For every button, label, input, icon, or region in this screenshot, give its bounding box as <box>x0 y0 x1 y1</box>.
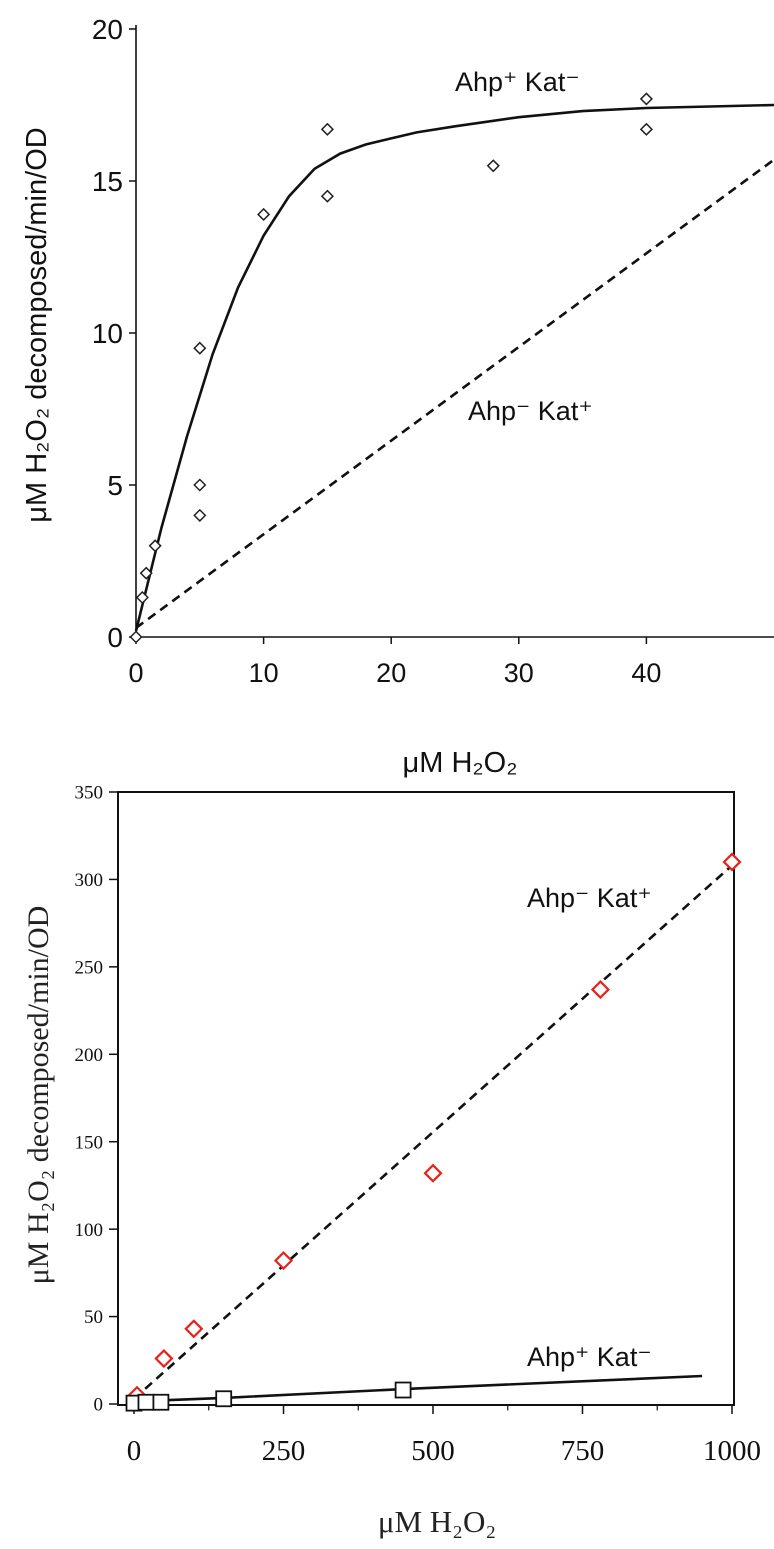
y-tick-label: 150 <box>75 1132 104 1153</box>
chart-top-series-label-ahp-plus: Ahp⁺ Kat⁻ <box>455 67 580 97</box>
chart-bottom-fit-lines <box>133 864 733 1403</box>
chart-top: 0 5 10 15 20 0 10 20 30 40 Ahp⁺ Kat⁻ Ahp⁻ Kat⁺ μ… <box>21 14 774 779</box>
series-0-point <box>320 189 334 203</box>
x-tick-label: 10 <box>249 658 279 688</box>
series-1-fit-line <box>133 1374 703 1403</box>
series-0-point <box>257 207 271 222</box>
y-tick-label: 5 <box>107 470 123 501</box>
x-tick-label: 1000 <box>703 1435 761 1467</box>
series-0-point <box>320 122 334 136</box>
series-1-fit-line <box>135 158 774 629</box>
y-tick-label: 300 <box>75 870 104 891</box>
chart-bottom-frame <box>117 791 735 1406</box>
series-0-point <box>154 1348 174 1369</box>
chart-bottom-series-label-ahp-plus: Ahp⁺ Kat⁻ <box>527 1342 652 1372</box>
chart-bottom-y-label: μM H₂O₂ decomposed/min/OD <box>22 906 55 1285</box>
x-tick-label: 750 <box>561 1435 605 1467</box>
series-0-fit-line <box>134 103 774 632</box>
chart-top-x-label: μM H₂O₂ <box>403 747 518 779</box>
chart-bottom-series-label-ahp-minus: Ahp⁻ Kat⁺ <box>527 883 652 913</box>
series-1-point <box>215 1390 233 1408</box>
x-tick-label: 250 <box>262 1435 306 1467</box>
series-0-point <box>193 508 207 522</box>
chart-bottom-x-label: μM H₂O₂ <box>378 1504 496 1539</box>
series-0-point <box>639 92 653 106</box>
series-0-point <box>184 1319 204 1339</box>
y-tick-label: 0 <box>107 622 123 653</box>
x-tick-label: 500 <box>411 1435 455 1467</box>
series-0-point <box>590 980 610 1000</box>
series-0-point <box>273 1251 294 1271</box>
chart-bottom: 0 50 100 150 200 250 300 350 0 250 500 750 1000 Ahp… <box>22 783 761 1539</box>
series-0-point <box>423 1163 443 1183</box>
series-0-point <box>129 630 143 644</box>
series-0-fit-line <box>133 864 733 1400</box>
y-tick-label: 15 <box>92 166 123 197</box>
chart-top-x-ticks: 0 10 20 30 40 <box>128 637 661 688</box>
y-tick-label: 0 <box>94 1395 104 1416</box>
series-0-point <box>148 539 162 553</box>
chart-top-points <box>129 92 653 644</box>
y-tick-label: 350 <box>75 783 104 804</box>
chart-bottom-y-ticks: 0 50 100 150 200 250 300 350 <box>75 783 118 1416</box>
chart-top-y-label: μM H₂O₂ decomposed/min/OD <box>21 127 53 522</box>
series-1-point <box>137 1393 155 1411</box>
chart-bottom-points <box>125 852 742 1412</box>
series-1-point <box>152 1393 170 1411</box>
x-tick-label: 0 <box>128 658 143 688</box>
series-0-point <box>722 852 742 872</box>
y-tick-label: 200 <box>75 1045 104 1066</box>
x-tick-label: 0 <box>127 1435 142 1467</box>
x-tick-label: 30 <box>504 658 534 688</box>
chart-top-y-ticks: 0 5 10 15 20 <box>92 14 136 653</box>
x-tick-label: 20 <box>376 658 406 688</box>
chart-bottom-x-ticks: 0 250 500 750 1000 <box>127 1405 761 1467</box>
x-tick-label: 40 <box>631 658 661 688</box>
series-0-point <box>639 122 653 136</box>
chart-top-fit-lines <box>134 103 774 632</box>
y-tick-label: 250 <box>75 958 104 979</box>
series-0-point <box>135 590 149 605</box>
series-1-point <box>394 1381 412 1399</box>
series-0-point <box>486 159 500 173</box>
y-tick-label: 10 <box>92 318 123 349</box>
chart-top-series-label-ahp-minus: Ahp⁻ Kat⁺ <box>468 396 593 426</box>
series-0-point <box>193 341 207 355</box>
y-tick-label: 20 <box>92 14 123 45</box>
y-tick-label: 50 <box>84 1307 103 1328</box>
series-0-point <box>139 566 153 580</box>
series-0-point <box>193 478 207 492</box>
y-tick-label: 100 <box>75 1220 104 1241</box>
